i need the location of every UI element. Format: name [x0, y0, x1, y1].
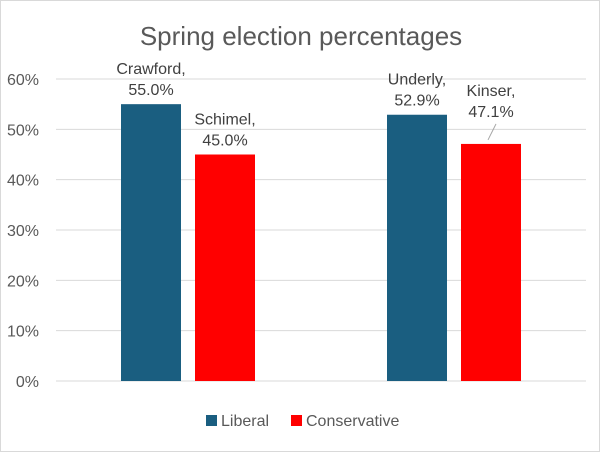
legend-swatch [206, 415, 217, 426]
data-labels: Crawford, 55.0% Underly, 52.9% Schimel, 45.0%… [116, 61, 515, 149]
chart-title: Spring election percentages [140, 21, 462, 51]
data-label-line: Schimel, [194, 112, 255, 129]
bar-liberal [387, 114, 447, 381]
legend-label: Conservative [306, 413, 399, 430]
data-label-line: 45.0% [202, 133, 247, 150]
data-label-line: Crawford, [116, 61, 185, 78]
data-label: Underly, 52.9% [388, 72, 446, 110]
bar-conservative [461, 143, 521, 381]
data-label-line: 47.1% [468, 104, 513, 121]
data-label-line: 55.0% [128, 82, 173, 99]
y-tick-label: 40% [7, 173, 39, 190]
y-tick-label: 0% [16, 374, 39, 391]
bars [121, 104, 521, 382]
y-tick-label: 50% [7, 122, 39, 139]
y-tick-label: 30% [7, 223, 39, 240]
bar-liberal [121, 104, 181, 382]
legend-swatch [291, 415, 302, 426]
bar-conservative [195, 154, 255, 381]
legend-label: Liberal [221, 413, 269, 430]
label-leader-line [487, 123, 497, 141]
data-label: Schimel, 45.0% [194, 112, 255, 150]
data-label-line: Kinser, [467, 83, 516, 100]
y-axis: 0% 10% 20% 30% 40% 50% 60% [7, 72, 39, 391]
legend: Liberal Conservative [206, 413, 399, 430]
y-tick-label: 10% [7, 324, 39, 341]
data-label: Crawford, 55.0% [116, 61, 185, 99]
y-tick-label: 20% [7, 273, 39, 290]
data-label-line: 52.9% [394, 93, 439, 110]
data-label-line: Underly, [388, 72, 446, 89]
data-label: Kinser, 47.1% [467, 83, 516, 121]
y-tick-label: 60% [7, 72, 39, 89]
